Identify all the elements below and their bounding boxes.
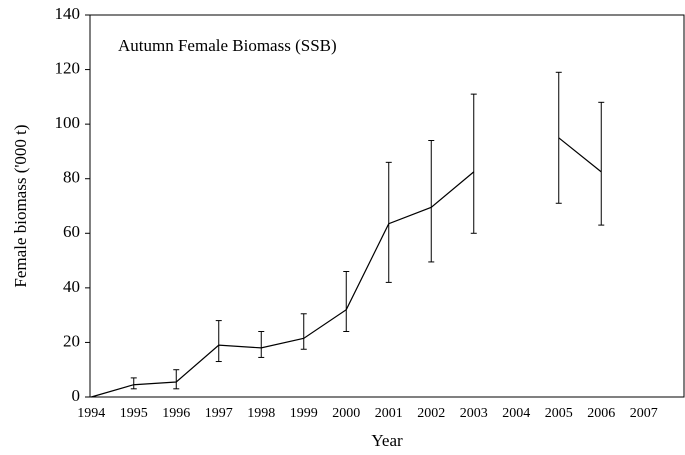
x-axis-label: Year xyxy=(371,431,403,450)
y-tick-label: 20 xyxy=(63,331,80,350)
error-bar xyxy=(130,377,137,390)
error-bar xyxy=(598,101,605,226)
chart-title: Autumn Female Biomass (SSB) xyxy=(118,36,337,55)
error-bar xyxy=(300,313,307,350)
series-line xyxy=(558,137,602,173)
y-tick-label: 40 xyxy=(63,277,80,296)
error-bar xyxy=(173,369,180,390)
x-tick-label: 2007 xyxy=(630,406,658,421)
x-tick-label: 2004 xyxy=(502,406,530,421)
x-tick-label: 2002 xyxy=(417,406,445,421)
x-tick-label: 1994 xyxy=(77,406,105,421)
y-tick-label: 0 xyxy=(72,386,81,405)
y-tick-label: 80 xyxy=(63,168,80,187)
error-bar xyxy=(215,320,222,363)
y-tick-label: 60 xyxy=(63,222,80,241)
x-tick-label: 1998 xyxy=(247,406,275,421)
x-tick-label: 2001 xyxy=(375,406,403,421)
y-tick-label: 100 xyxy=(55,113,81,132)
error-bar xyxy=(385,161,392,283)
error-bar xyxy=(428,140,435,263)
y-tick-label: 140 xyxy=(55,4,81,23)
x-tick-label: 2000 xyxy=(332,406,360,421)
error-bar xyxy=(343,270,350,333)
error-bar xyxy=(555,71,562,204)
error-bar xyxy=(258,331,265,358)
x-tick-label: 2005 xyxy=(545,406,573,421)
y-axis-label: Female biomass ('000 t) xyxy=(11,124,30,287)
x-tick-label: 1997 xyxy=(205,406,233,421)
plot-frame xyxy=(89,14,685,398)
x-tick-label: 1996 xyxy=(162,406,190,421)
series-line xyxy=(91,171,475,398)
x-tick-label: 2006 xyxy=(587,406,615,421)
x-tick-label: 1995 xyxy=(120,406,148,421)
x-tick-label: 2003 xyxy=(460,406,488,421)
y-tick-label: 120 xyxy=(55,58,81,77)
x-tick-label: 1999 xyxy=(290,406,318,421)
error-bar xyxy=(470,93,477,234)
